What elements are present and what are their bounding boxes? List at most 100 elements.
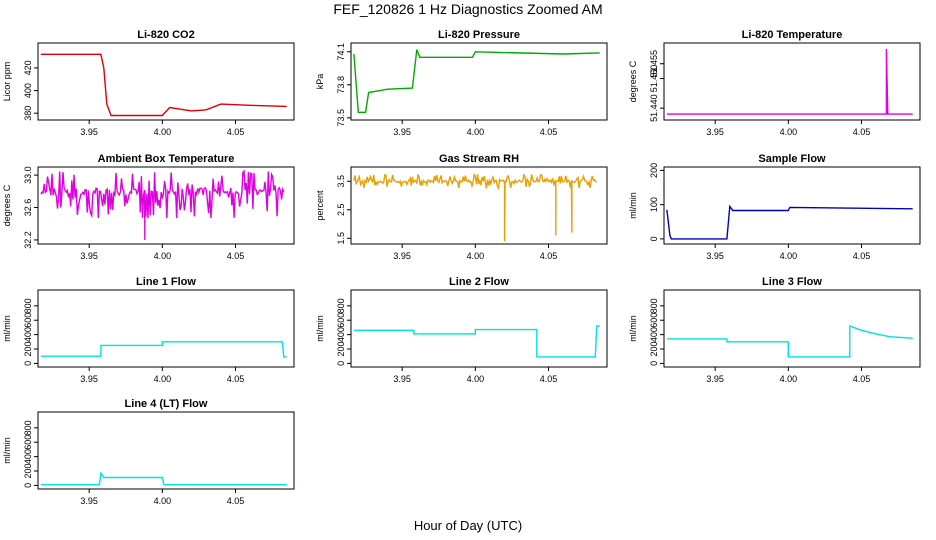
x-tick-label: 4.05 bbox=[853, 374, 871, 384]
x-axis-title: Hour of Day (UTC) bbox=[413, 518, 523, 533]
x-tick-label: 4.05 bbox=[853, 251, 871, 261]
panel-title: Line 1 Flow bbox=[136, 276, 196, 288]
y-tick-label: 380 bbox=[23, 106, 33, 121]
y-tick-label: 2.5 bbox=[336, 204, 346, 217]
y-tick-label: 200 bbox=[336, 341, 346, 356]
x-tick-label: 4.00 bbox=[467, 127, 485, 137]
y-tick-label: 73.5 bbox=[336, 109, 346, 127]
plot-frame bbox=[37, 289, 295, 368]
y-tick-label: 0 bbox=[649, 236, 659, 241]
y-tick-label: 200 bbox=[649, 163, 659, 178]
y-tick-label: 73.8 bbox=[336, 76, 346, 94]
y-axis-label: kPa bbox=[315, 74, 325, 90]
data-line bbox=[353, 49, 600, 114]
y-tick-label: 0 bbox=[336, 361, 346, 366]
plot-frame bbox=[663, 166, 921, 245]
data-line bbox=[40, 169, 285, 240]
y-tick-label: 3.5 bbox=[336, 175, 346, 188]
y-axis-label: degrees C bbox=[628, 60, 638, 102]
panel-title: Li-820 Temperature bbox=[742, 29, 843, 41]
x-tick-label: 4.05 bbox=[227, 374, 245, 384]
y-axis-label: ml/min bbox=[628, 192, 638, 219]
panel-title: Li-820 CO2 bbox=[137, 29, 194, 41]
y-tick-label: 0 bbox=[649, 361, 659, 366]
x-tick-label: 3.95 bbox=[393, 251, 411, 261]
plot-frame bbox=[350, 289, 608, 368]
y-tick-label: 33.0 bbox=[23, 166, 33, 184]
y-tick-label: 800 bbox=[649, 298, 659, 313]
panel-title: Ambient Box Temperature bbox=[98, 153, 235, 165]
panel-title: Line 3 Flow bbox=[762, 276, 822, 288]
y-tick-label: 0 bbox=[23, 483, 33, 488]
y-tick-label: 600 bbox=[649, 313, 659, 328]
y-tick-label: 0 bbox=[23, 361, 33, 366]
data-line bbox=[666, 204, 913, 240]
y-tick-label: 800 bbox=[336, 298, 346, 313]
x-tick-label: 3.95 bbox=[80, 496, 98, 506]
plot-frame bbox=[37, 166, 295, 245]
x-tick-label: 4.00 bbox=[154, 251, 172, 261]
x-tick-label: 4.05 bbox=[227, 127, 245, 137]
plot-frame bbox=[663, 289, 921, 368]
panel-3: Li-820 Temperature 3.95 4.00 4.05 51.440 51.4… bbox=[628, 29, 921, 137]
x-tick-label: 4.00 bbox=[154, 127, 172, 137]
figure-title: FEF_120826 1 Hz Diagnostics Zoomed AM bbox=[333, 1, 603, 17]
y-tick-label: 32.2 bbox=[23, 231, 33, 249]
panel-title: Gas Stream RH bbox=[439, 153, 519, 165]
data-line bbox=[666, 48, 913, 115]
y-axis-label: percent bbox=[315, 190, 325, 221]
panel-4: Ambient Box Temperature 3.95 4.00 4.05 32.2 3… bbox=[2, 153, 295, 261]
panel-title: Li-820 Pressure bbox=[438, 29, 520, 41]
y-tick-label: 400 bbox=[23, 449, 33, 464]
y-tick-label: 400 bbox=[336, 327, 346, 342]
y-tick-label: 200 bbox=[23, 341, 33, 356]
y-tick-label: 51.455 bbox=[649, 50, 659, 78]
y-tick-label: 400 bbox=[649, 327, 659, 342]
x-tick-label: 3.95 bbox=[393, 374, 411, 384]
y-tick-label: 51.440 bbox=[649, 94, 659, 122]
x-tick-label: 4.00 bbox=[780, 374, 798, 384]
x-tick-label: 3.95 bbox=[393, 127, 411, 137]
y-axis-label: ml/min bbox=[2, 315, 12, 342]
x-tick-label: 3.95 bbox=[80, 251, 98, 261]
panel-2: Li-820 Pressure 3.95 4.00 4.05 73.5 73.8 74.1 k… bbox=[315, 29, 608, 137]
y-tick-label: 800 bbox=[23, 420, 33, 435]
x-tick-label: 4.00 bbox=[154, 496, 172, 506]
panel-5: Gas Stream RH 3.95 4.00 4.05 1.5 2.5 3.5 percen… bbox=[315, 153, 608, 261]
data-line bbox=[353, 325, 600, 358]
y-tick-label: 420 bbox=[23, 60, 33, 75]
y-tick-label: 100 bbox=[649, 197, 659, 212]
y-tick-label: 32.6 bbox=[23, 199, 33, 217]
x-tick-label: 4.05 bbox=[227, 496, 245, 506]
x-tick-label: 3.95 bbox=[706, 251, 724, 261]
panel-1: Li-820 CO2 3.95 4.00 4.05 380 400 420 Licor ppm bbox=[2, 29, 295, 137]
y-tick-label: 1.5 bbox=[336, 232, 346, 245]
data-line bbox=[40, 53, 287, 117]
y-tick-label: 600 bbox=[23, 313, 33, 328]
x-tick-label: 4.05 bbox=[540, 374, 558, 384]
y-tick-label: 400 bbox=[23, 327, 33, 342]
y-tick-label: 600 bbox=[336, 313, 346, 328]
x-tick-label: 4.05 bbox=[227, 251, 245, 261]
x-tick-label: 3.95 bbox=[80, 127, 98, 137]
x-tick-label: 4.00 bbox=[780, 127, 798, 137]
x-tick-label: 4.05 bbox=[540, 127, 558, 137]
y-tick-label: 74.1 bbox=[336, 43, 346, 61]
y-axis-label: Licor ppm bbox=[2, 62, 12, 102]
x-tick-label: 4.05 bbox=[540, 251, 558, 261]
x-tick-label: 3.95 bbox=[706, 374, 724, 384]
x-tick-label: 3.95 bbox=[706, 127, 724, 137]
data-line bbox=[40, 471, 287, 486]
x-tick-label: 4.05 bbox=[853, 127, 871, 137]
plot-frame bbox=[663, 42, 921, 121]
x-tick-label: 4.00 bbox=[467, 374, 485, 384]
plot-frame bbox=[37, 42, 295, 121]
x-tick-label: 4.00 bbox=[467, 251, 485, 261]
x-tick-label: 3.95 bbox=[80, 374, 98, 384]
panel-title: Line 4 (LT) Flow bbox=[125, 398, 208, 410]
y-tick-label: 400 bbox=[23, 83, 33, 98]
y-axis-label: ml/min bbox=[315, 315, 325, 342]
panel-title: Line 2 Flow bbox=[449, 276, 509, 288]
